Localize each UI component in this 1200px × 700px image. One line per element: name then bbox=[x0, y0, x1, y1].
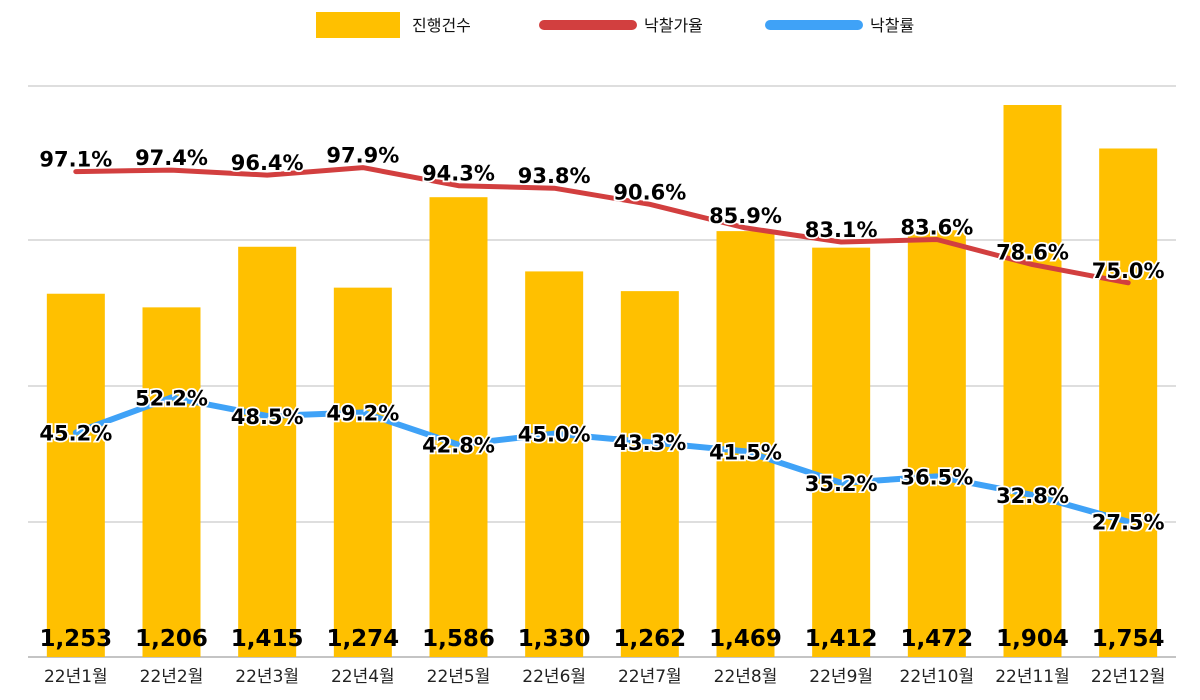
data-label: 45.0% bbox=[518, 423, 591, 447]
bar bbox=[429, 197, 488, 657]
data-label: 1,472 bbox=[900, 626, 973, 652]
gridlines bbox=[28, 85, 1176, 658]
bar bbox=[907, 230, 966, 657]
data-label: 83.6% bbox=[900, 215, 973, 239]
data-label: 1,469 bbox=[709, 626, 782, 652]
data-label: 45.2% bbox=[39, 422, 112, 446]
data-label: 1,904 bbox=[996, 626, 1069, 652]
bar bbox=[1003, 105, 1062, 657]
data-label: 97.4% bbox=[135, 146, 208, 170]
tick-label: 22년11월 bbox=[995, 667, 1070, 687]
data-label: 93.8% bbox=[518, 164, 591, 188]
tick-label: 22년6월 bbox=[522, 667, 586, 687]
data-label: 96.4% bbox=[231, 151, 304, 175]
data-label: 1,206 bbox=[135, 626, 208, 652]
data-label: 52.2% bbox=[135, 386, 208, 410]
data-label: 42.8% bbox=[422, 434, 495, 458]
bar-series bbox=[46, 105, 1158, 657]
data-label: 35.2% bbox=[805, 472, 878, 496]
data-label: 97.9% bbox=[326, 144, 399, 168]
data-label: 1,330 bbox=[518, 626, 591, 652]
data-label: 94.3% bbox=[422, 162, 495, 186]
data-label: 1,412 bbox=[805, 626, 878, 652]
data-label: 85.9% bbox=[709, 204, 782, 228]
data-label: 49.2% bbox=[326, 402, 399, 426]
legend-swatch-bar bbox=[316, 12, 400, 38]
tick-label: 22년8월 bbox=[714, 667, 778, 687]
tick-label: 22년12월 bbox=[1091, 667, 1166, 687]
tick-label: 22년7월 bbox=[618, 667, 682, 687]
tick-label: 22년4월 bbox=[331, 667, 395, 687]
data-labels: 97.1% 97.4% 96.4% 97.9% 94.3% 93.8% 90.6% 85.9%… bbox=[38, 142, 1167, 652]
tick-label: 22년3월 bbox=[235, 667, 299, 687]
bar bbox=[716, 231, 775, 657]
data-label: 1,274 bbox=[326, 626, 399, 652]
bar bbox=[333, 287, 392, 657]
bar bbox=[46, 293, 105, 657]
tick-label: 22년1월 bbox=[44, 667, 108, 687]
data-label: 1,754 bbox=[1092, 626, 1165, 652]
bar bbox=[1099, 148, 1158, 657]
legend-label: 낙찰가율 bbox=[644, 16, 703, 35]
data-label: 32.8% bbox=[996, 484, 1069, 508]
bar bbox=[620, 291, 679, 657]
data-label: 48.5% bbox=[231, 405, 304, 429]
data-label: 1,253 bbox=[39, 626, 112, 652]
tick-label: 22년5월 bbox=[427, 667, 491, 687]
data-label: 78.6% bbox=[996, 241, 1069, 265]
tick-label: 22년10월 bbox=[900, 667, 975, 687]
bar bbox=[142, 307, 201, 657]
data-label: 1,415 bbox=[231, 626, 304, 652]
bar bbox=[525, 271, 584, 657]
data-label: 36.5% bbox=[900, 465, 973, 489]
x-axis: 22년1월 22년2월 22년3월 22년4월 22년5월 22년6월 22년7월 22년8월… bbox=[44, 667, 1165, 687]
legend-label: 낙찰률 bbox=[870, 16, 914, 35]
data-label: 83.1% bbox=[805, 218, 878, 242]
data-label: 1,262 bbox=[613, 626, 686, 652]
tick-label: 22년2월 bbox=[140, 667, 204, 687]
data-label: 75.0% bbox=[1092, 259, 1165, 283]
data-label: 43.3% bbox=[613, 431, 686, 455]
data-label: 97.1% bbox=[39, 148, 112, 172]
line-series bbox=[72, 165, 1132, 525]
bar bbox=[238, 246, 297, 657]
bar bbox=[812, 247, 871, 657]
data-label: 1,586 bbox=[422, 626, 495, 652]
legend: 진행건수 낙찰가율 낙찰률 bbox=[316, 12, 914, 38]
line-bid-rate bbox=[73, 165, 1131, 286]
line-sale-rate bbox=[72, 394, 1132, 525]
tick-label: 22년9월 bbox=[809, 667, 873, 687]
legend-label: 진행건수 bbox=[412, 16, 471, 35]
data-label: 41.5% bbox=[709, 440, 782, 464]
data-label: 27.5% bbox=[1092, 511, 1165, 535]
data-label: 90.6% bbox=[613, 180, 686, 204]
